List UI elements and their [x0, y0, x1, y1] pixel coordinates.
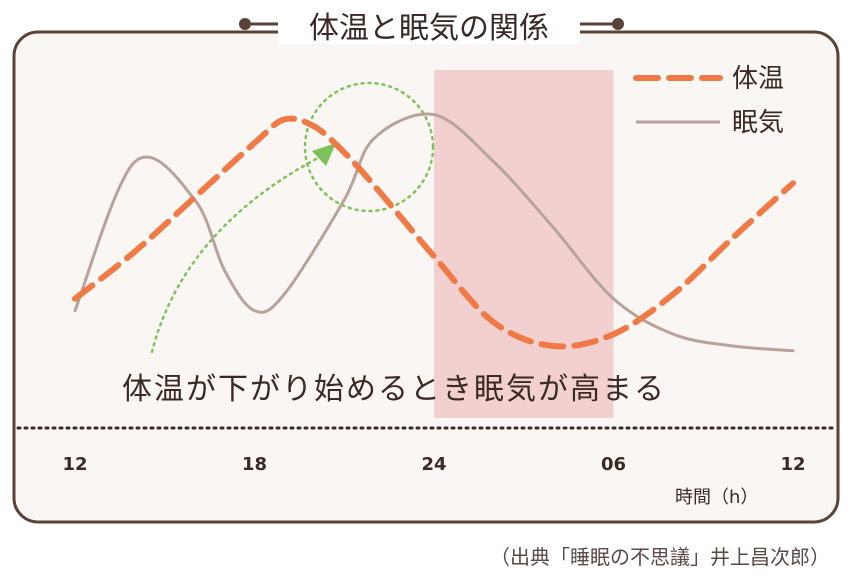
title-group: 体温と眠気の関係 — [239, 6, 624, 46]
chart-frame — [12, 30, 840, 524]
x-tick-label: 12 — [780, 454, 805, 475]
source-note: （出典「睡眠の不思議」井上昌次郎） — [490, 545, 830, 569]
annotation-text: 体温が下がり始めるとき眠気が高まる — [122, 372, 666, 407]
title-dot-right — [612, 18, 624, 30]
x-tick-label: 18 — [242, 454, 267, 475]
legend-label-sleepiness: 眠気 — [732, 108, 784, 138]
x-tick-label: 24 — [421, 454, 446, 475]
legend: 体温 眠気 — [633, 64, 784, 138]
x-tick-label: 12 — [62, 454, 87, 475]
series-line-temperature — [72, 115, 796, 350]
annotation-arrow-head — [312, 143, 336, 166]
title-dot-left — [239, 18, 251, 30]
x-axis-label: 時間（h） — [675, 487, 758, 508]
title-bg — [278, 6, 580, 44]
highlight-circle — [303, 81, 435, 213]
x-tick-label: 06 — [601, 454, 626, 475]
chart-title: 体温と眠気の関係 — [309, 11, 549, 46]
legend-label-temperature: 体温 — [732, 64, 784, 94]
annotation-arrow — [150, 156, 320, 354]
night-highlight-region — [434, 70, 614, 418]
